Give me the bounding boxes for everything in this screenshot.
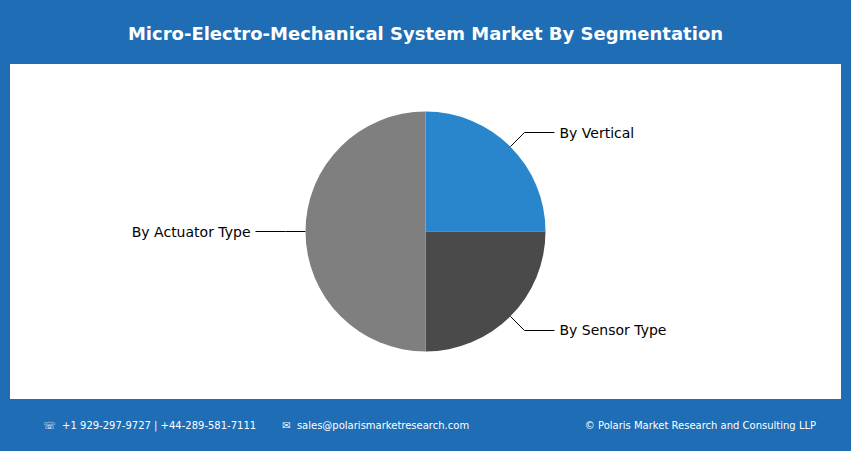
svg-text:© Polaris Market Research and: © Polaris Market Research and Consulting… [585,420,816,431]
svg-text:By Vertical: By Vertical [559,125,634,141]
svg-text:✉ sales@polarismarketresearch: ✉ sales@polarismarketresearch.com [282,420,469,431]
svg-text:By Actuator Type: By Actuator Type [132,224,251,240]
svg-text:☏ +1 929-297-9727 | +44-289-5: ☏ +1 929-297-9727 | +44-289-581-7111 [43,420,256,432]
svg-text:Micro-Electro-Mechanical Syste: Micro-Electro-Mechanical System Market B… [128,23,723,44]
svg-text:By Sensor Type: By Sensor Type [559,322,666,338]
